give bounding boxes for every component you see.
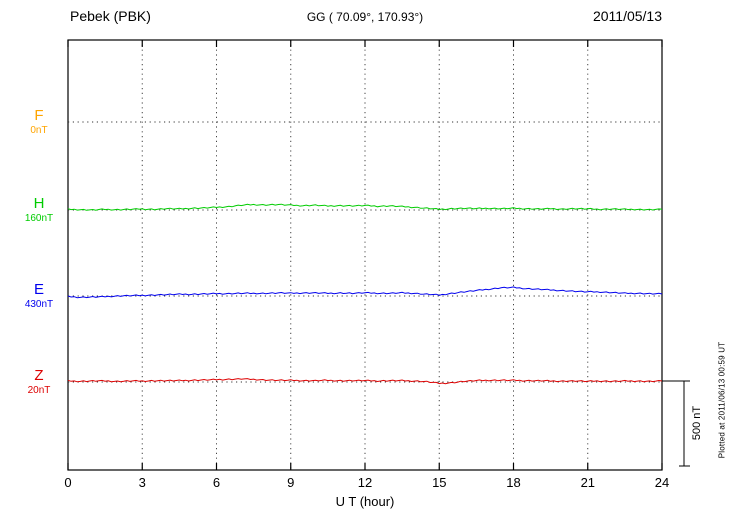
channel-H-label: H (33, 195, 45, 212)
geographic-coordinates: GG ( 70.09°, 170.93°) (306, 10, 424, 24)
x-tick-15: 15 (432, 475, 447, 490)
channel-F-label: F (34, 107, 44, 124)
channel-E-baseline: 430nT (8, 300, 70, 310)
x-tick-6: 6 (212, 475, 221, 490)
channel-E: E (8, 282, 70, 297)
x-tick-18: 18 (506, 475, 521, 490)
x-tick-24: 24 (654, 475, 670, 490)
x-tick-0: 0 (64, 475, 72, 490)
x-tick-21: 21 (580, 475, 596, 490)
x-axis-label: U T (hour) (335, 494, 395, 509)
x-tick-12: 12 (357, 475, 373, 490)
x-tick-9: 9 (287, 475, 295, 490)
channel-F-baseline: 0nT (8, 126, 70, 136)
channel-Z-baseline-value: 20nT (27, 385, 51, 396)
plotted-at-note: Plotted at 2011/06/13 00:59 UT (717, 341, 727, 459)
station-title: Pebek (PBK) (70, 8, 151, 24)
channel-H: H (8, 196, 70, 211)
channel-Z: Z (8, 368, 70, 383)
channel-H-baseline-value: 160nT (24, 213, 54, 224)
channel-F: F (8, 108, 70, 123)
channel-E-baseline-value: 430nT (24, 299, 54, 310)
channel-Z-baseline: 20nT (8, 386, 70, 396)
channel-E-label: E (33, 281, 44, 298)
scale-bar-label: 500 nT (691, 405, 703, 441)
channel-F-baseline-value: 0nT (30, 125, 48, 136)
channel-Z-label: Z (34, 367, 44, 384)
channel-H-baseline: 160nT (8, 214, 70, 224)
observation-date: 2011/05/13 (592, 8, 662, 24)
x-tick-3: 3 (138, 475, 146, 490)
